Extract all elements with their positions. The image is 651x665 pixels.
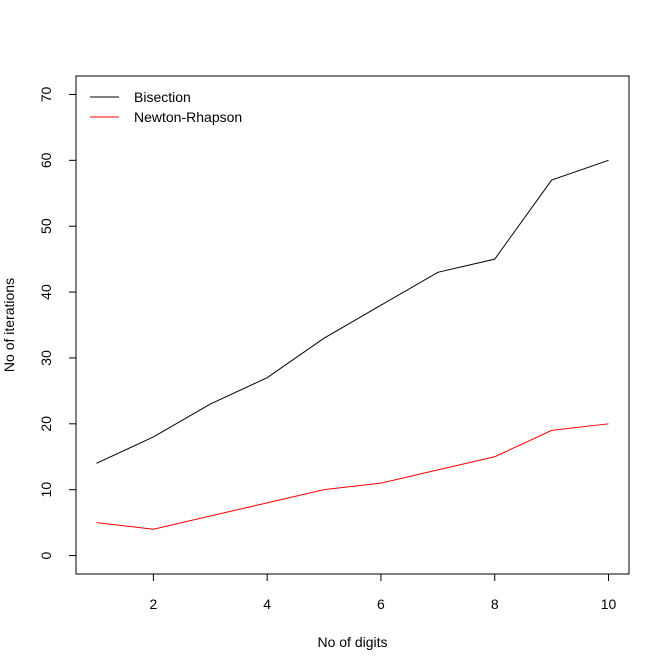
y-tick-label: 30 [38, 350, 54, 366]
series-line-2 [96, 423, 609, 530]
y-tick-label: 50 [38, 218, 54, 234]
legend: Bisection Newton-Rhapson [76, 76, 266, 136]
x-tick-label: 8 [491, 596, 499, 612]
y-tick-label: 70 [38, 86, 54, 102]
legend-label: Newton-Rhapson [134, 109, 242, 125]
y-tick-label: 0 [38, 551, 54, 559]
series-group [96, 159, 609, 530]
series-line-1 [96, 159, 609, 464]
y-tick-label: 40 [38, 284, 54, 300]
legend-label: Bisection [134, 89, 191, 105]
x-tick-label: 4 [263, 596, 271, 612]
x-tick-label: 10 [601, 596, 617, 612]
y-tick-label: 20 [38, 416, 54, 432]
y-tick-label: 60 [38, 152, 54, 168]
x-tick-label: 2 [149, 596, 157, 612]
y-axis-label: No of iterations [1, 278, 17, 372]
x-axis-label: No of digits [317, 634, 387, 650]
legend-box [76, 76, 266, 136]
y-tick-label: 10 [38, 482, 54, 498]
x-tick-label: 6 [377, 596, 385, 612]
plot-frame [75, 75, 630, 575]
